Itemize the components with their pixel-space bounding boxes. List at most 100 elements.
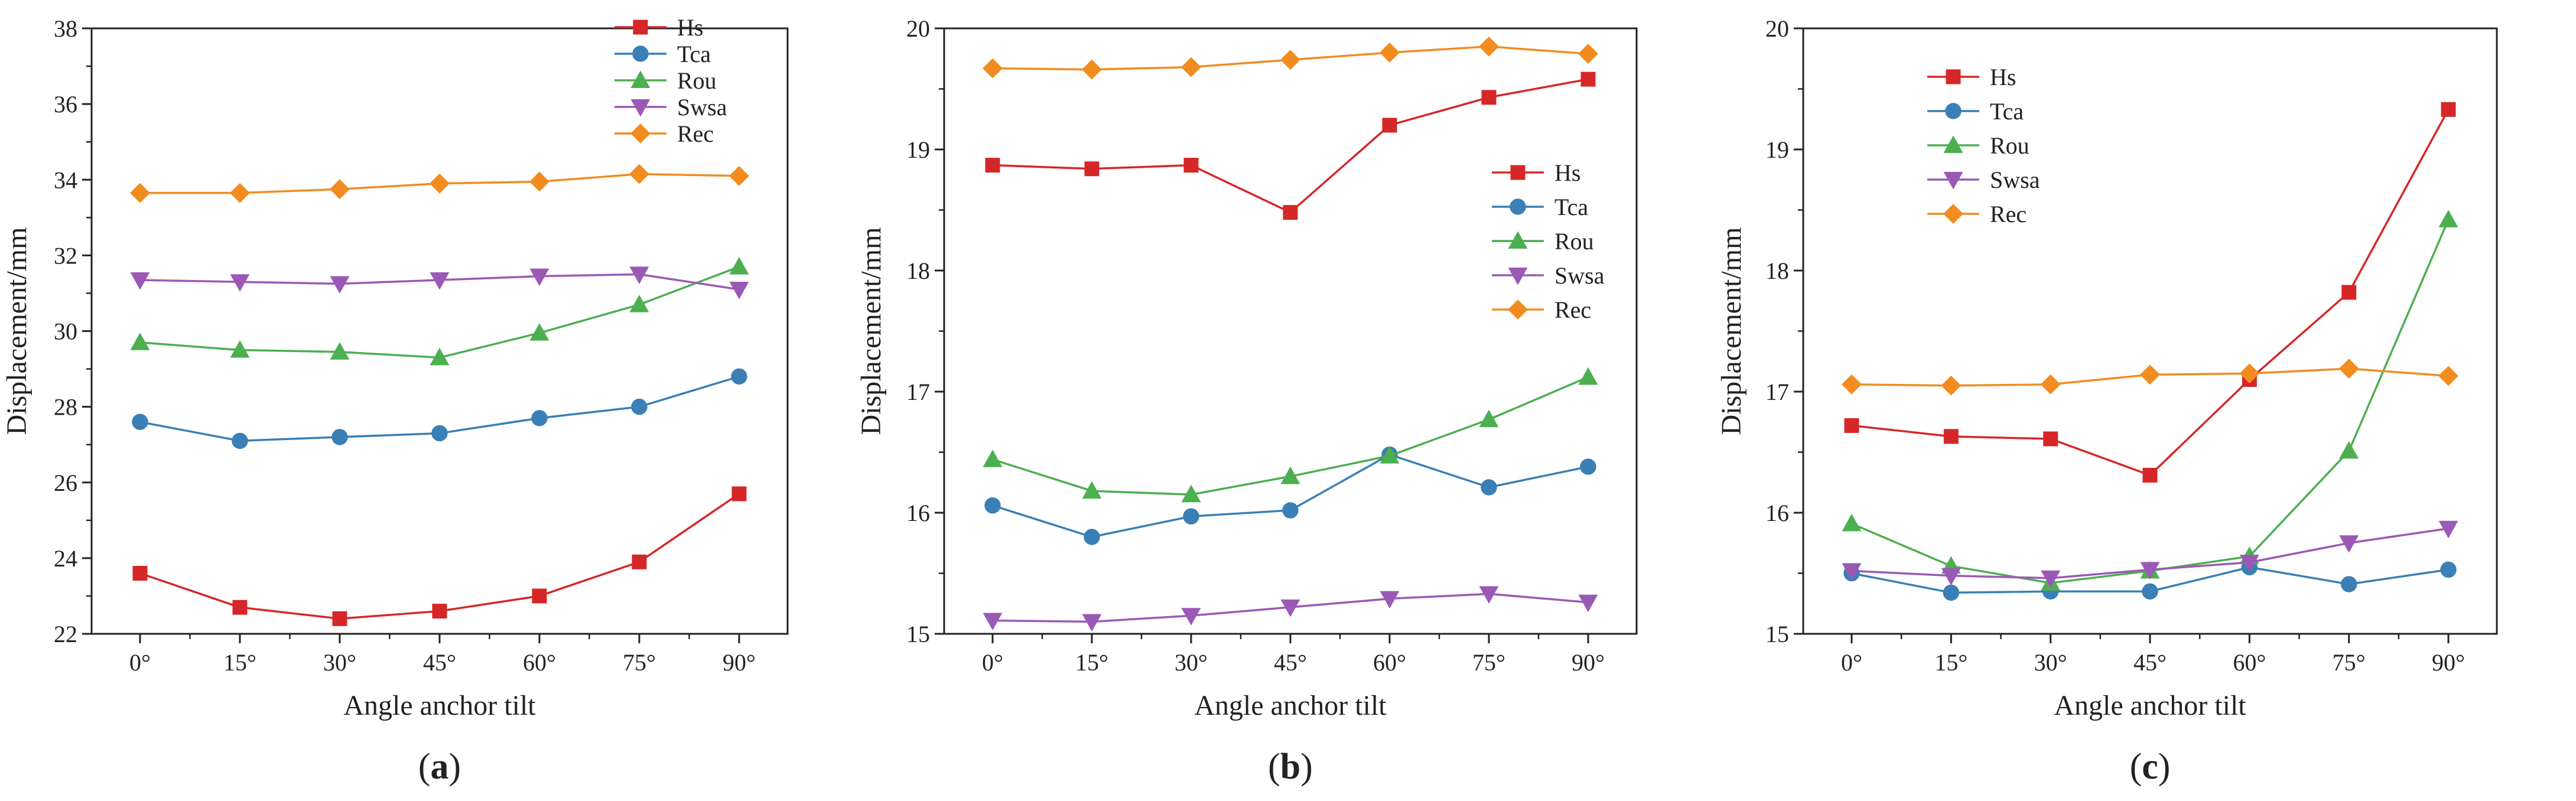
data-point <box>1280 50 1300 70</box>
data-point <box>2341 285 2357 300</box>
chart-panel-c: 15 16 17 18 19 20 0° 15° 30° 45° 60° 75° 90° Angle an… <box>1716 15 2498 787</box>
legend-label: Swsa <box>677 94 727 121</box>
data-point <box>729 165 749 186</box>
data-point <box>631 398 648 415</box>
data-point <box>2440 561 2457 578</box>
x-tick-label: 15° <box>1934 649 1967 676</box>
data-point <box>1380 446 1400 464</box>
y-tick-label: 34 <box>54 167 77 193</box>
x-tick-label: 75° <box>1472 649 1505 676</box>
legend-label: Hs <box>677 14 703 41</box>
chart-panel-b: 15 16 17 18 19 20 0° 15° 30° 45° 60° 75° 90° Angle an… <box>856 15 1638 787</box>
data-point <box>1082 614 1102 632</box>
data-point <box>2340 576 2357 592</box>
legend-marker <box>1510 165 1526 180</box>
x-tick-label: 90° <box>723 649 756 676</box>
x-axis-label: Angle anchor tilt <box>2054 690 2246 721</box>
panel-label: (c) <box>2130 747 2171 787</box>
x-tick-label: 45° <box>1274 649 1307 676</box>
data-point <box>1941 375 1962 396</box>
data-point <box>2040 374 2061 395</box>
data-point <box>2142 583 2158 600</box>
y-tick-label: 26 <box>54 470 77 496</box>
legend: Hs Tca Rou Swsa Rec <box>1927 64 2040 227</box>
legend-label: Tca <box>677 41 711 67</box>
legend-marker <box>1508 231 1528 249</box>
data-point <box>1380 591 1400 609</box>
y-tick-label: 15 <box>906 621 930 647</box>
legend-label: Rou <box>677 67 717 94</box>
data-point <box>1481 479 1497 496</box>
data-point <box>230 274 250 292</box>
series-hs <box>132 486 747 626</box>
data-point <box>1943 584 1960 601</box>
data-point <box>1578 44 1598 64</box>
data-point <box>1578 367 1598 385</box>
data-point <box>230 340 250 358</box>
x-tick-label: 45° <box>423 649 456 676</box>
x-tick-label: 60° <box>523 649 556 676</box>
y-tick-label: 18 <box>906 258 930 284</box>
data-point <box>729 282 749 299</box>
legend-marker <box>1510 198 1526 215</box>
data-point <box>729 256 749 275</box>
data-point <box>330 179 350 200</box>
legend-label: Swsa <box>1990 167 2040 193</box>
legend-marker <box>630 70 650 88</box>
data-point <box>1578 594 1598 613</box>
data-point <box>731 486 747 502</box>
data-point <box>430 347 450 366</box>
legend-label: Swsa <box>1554 262 1605 289</box>
data-point <box>2140 562 2160 579</box>
data-point <box>430 173 450 194</box>
data-point <box>629 266 649 285</box>
series-swsa <box>1842 520 2458 588</box>
legend-label: Rec <box>1990 201 2027 227</box>
legend-label: Tca <box>1554 194 1588 220</box>
y-tick-label: 20 <box>1765 15 1789 42</box>
data-point <box>983 58 1003 79</box>
y-axis-label: Displacement/mm <box>856 227 887 435</box>
data-point <box>1181 608 1201 626</box>
x-tick-label: 30° <box>1175 649 1208 676</box>
panel-label: (b) <box>1268 747 1313 787</box>
y-tick-label: 17 <box>1765 379 1789 405</box>
legend-marker <box>632 45 649 62</box>
data-point <box>529 268 549 286</box>
data-point <box>529 171 549 192</box>
y-tick-label: 16 <box>906 500 930 526</box>
data-point <box>983 613 1003 631</box>
x-tick-label: 75° <box>623 649 656 676</box>
legend-marker <box>1943 204 1963 224</box>
data-point <box>232 600 248 615</box>
y-tick-label: 36 <box>54 91 77 118</box>
data-point <box>2339 441 2359 459</box>
data-point <box>2043 431 2058 447</box>
panel-label-close: ) <box>449 747 461 787</box>
data-point <box>731 368 747 385</box>
data-point <box>531 410 548 426</box>
data-point <box>1181 57 1201 77</box>
data-point <box>130 272 150 290</box>
legend-marker <box>633 19 648 35</box>
y-tick-label: 22 <box>54 621 77 647</box>
data-point <box>1382 118 1397 133</box>
data-point <box>130 333 150 350</box>
y-tick-label: 16 <box>1765 500 1789 526</box>
series-line-hs <box>139 493 740 620</box>
legend-marker <box>1943 135 1963 153</box>
data-point <box>1479 409 1499 428</box>
legend-marker <box>1508 268 1528 285</box>
legend-label: Tca <box>1990 98 2024 125</box>
data-point <box>2041 570 2061 588</box>
data-point <box>2239 555 2259 572</box>
legend-marker <box>630 99 650 117</box>
data-point <box>1283 205 1298 220</box>
data-point <box>1183 508 1199 525</box>
data-point <box>2438 210 2458 227</box>
x-axis-label: Angle anchor tilt <box>343 690 536 721</box>
data-point <box>1181 484 1201 503</box>
data-point <box>1580 71 1596 87</box>
series-rec <box>1842 359 2458 396</box>
